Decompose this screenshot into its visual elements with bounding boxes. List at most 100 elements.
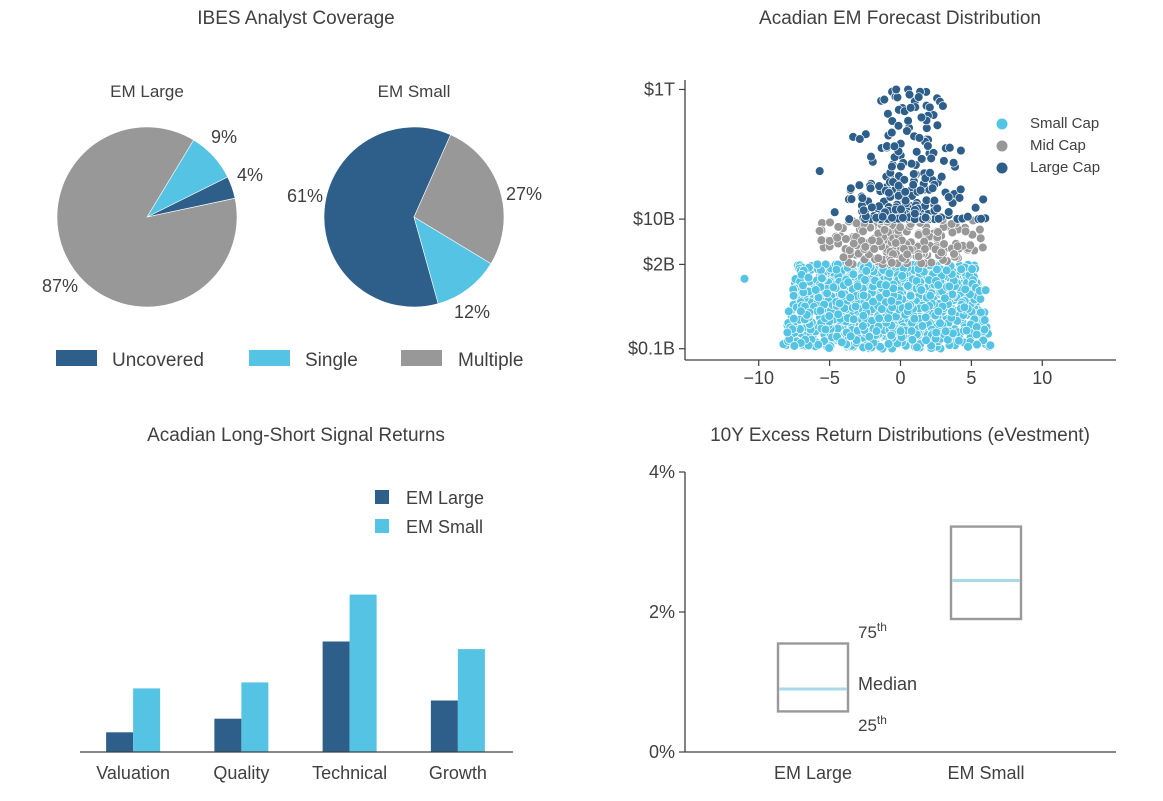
- scatter-y-tick-label: $1T: [644, 79, 675, 99]
- scatter-point-large-cap: [896, 161, 906, 172]
- scatter-point-small-cap: [810, 285, 821, 295]
- bar-em-small-technical: [349, 594, 377, 752]
- scatter-point-small-cap: [815, 305, 826, 316]
- pie-em-small: [323, 126, 505, 308]
- annotation-75th: 75th: [858, 620, 887, 642]
- scatter-point-large-cap: [955, 184, 966, 195]
- scatter-point-small-cap: [822, 288, 832, 299]
- scatter-y-tick-label: $2B: [643, 254, 675, 274]
- scatter-point-mid-cap: [920, 244, 930, 254]
- scatter-point-mid-cap: [960, 226, 971, 237]
- scatter-point-mid-cap: [851, 218, 862, 228]
- pie-label-em-small-uncovered: 61%: [287, 186, 323, 206]
- excess-title: 10Y Excess Return Distributions (eVestme…: [710, 425, 1090, 446]
- scatter-point-small-cap: [931, 327, 941, 338]
- scatter-point-mid-cap: [814, 226, 825, 236]
- legend-label-em-large: EM Large: [406, 488, 484, 508]
- legend-label-large-cap: Large Cap: [1030, 159, 1100, 176]
- pie-em-large-title: EM Large: [110, 82, 184, 101]
- scatter-point-small-cap: [852, 281, 863, 291]
- scatter-point-mid-cap: [825, 217, 835, 228]
- legend-swatch-uncovered: [56, 350, 97, 366]
- scatter-point-large-cap: [915, 185, 926, 196]
- scatter-point-small-cap: [817, 273, 827, 284]
- scatter-point-mid-cap: [952, 241, 963, 251]
- scatter-point-mid-cap: [936, 247, 947, 258]
- legend-label-uncovered: Uncovered: [112, 350, 204, 371]
- scatter-point-small-cap: [971, 329, 982, 340]
- scatter-point-small-cap: [933, 306, 944, 317]
- scatter-point-large-cap: [910, 208, 920, 219]
- scatter-point-large-cap: [889, 141, 900, 152]
- scatter-point-small-cap: [932, 264, 942, 275]
- scatter-point-large-cap: [943, 192, 954, 202]
- pie-label-em-large-uncovered: 4%: [237, 165, 263, 185]
- scatter-point-mid-cap: [965, 240, 976, 250]
- scatter-point-large-cap: [920, 212, 931, 223]
- scatter-point-mid-cap: [913, 251, 924, 262]
- scatter-x-tick-label: 10: [1032, 368, 1052, 388]
- scatter-point-large-cap: [932, 203, 942, 214]
- scatter-point-large-cap: [932, 120, 943, 131]
- legend-label-mid-cap: Mid Cap: [1030, 137, 1086, 154]
- scatter-x-tick-label: 0: [895, 368, 905, 388]
- scatter-point-large-cap: [963, 211, 973, 222]
- scatter-point-small-cap: [903, 281, 913, 291]
- scatter-point-large-cap: [874, 181, 884, 191]
- scatter-point-small-cap: [941, 265, 952, 276]
- legend-label-multiple: Multiple: [458, 350, 523, 371]
- scatter-y-tick-label: $10B: [633, 209, 675, 229]
- scatter-point-small-cap: [871, 326, 882, 336]
- scatter-point-small-cap: [858, 321, 868, 331]
- scatter-point-small-cap: [848, 269, 859, 280]
- scatter-point-small-cap: [940, 293, 950, 304]
- scatter-point-small-cap: [824, 311, 834, 321]
- scatter-point-small-cap: [967, 264, 977, 274]
- legend-label-em-small: EM Small: [406, 517, 483, 537]
- forecast-title: Acadian EM Forecast Distribution: [759, 8, 1041, 29]
- scatter-point-small-cap: [836, 289, 847, 300]
- pie-slice-em-small-uncovered: [323, 126, 452, 308]
- scatter-point-small-cap: [921, 335, 931, 345]
- scatter-point-large-cap: [884, 188, 894, 198]
- scatter-point-small-cap: [803, 272, 814, 283]
- box-x-label: EM Small: [947, 763, 1024, 783]
- bar-em-small-growth: [457, 649, 485, 752]
- scatter-point-large-cap: [939, 156, 949, 166]
- box-y-tick-label: 4%: [649, 462, 675, 482]
- signals-panel: Acadian Long-Short Signal Returns Valuat…: [80, 425, 513, 783]
- scatter-point-mid-cap: [895, 222, 905, 232]
- scatter-point-small-cap: [828, 282, 839, 292]
- scatter-point-small-cap: [845, 292, 855, 303]
- scatter-point-mid-cap: [833, 222, 844, 232]
- scatter-point-large-cap: [921, 195, 932, 206]
- scatter-point-large-cap: [911, 147, 922, 157]
- scatter-point-small-cap: [961, 325, 972, 336]
- scatter-point-large-cap: [887, 161, 897, 172]
- pie-slice-em-small-multiple: [413, 134, 505, 265]
- scatter-point-large-cap: [925, 168, 935, 178]
- scatter-point-small-cap: [834, 298, 845, 309]
- scatter-point-large-cap: [904, 89, 915, 100]
- scatter-point-large-cap: [948, 158, 959, 168]
- scatter-point-large-cap: [867, 202, 877, 213]
- scatter-point-small-cap: [883, 313, 893, 323]
- bar-x-label: Technical: [312, 763, 387, 783]
- scatter-point-mid-cap: [858, 226, 868, 237]
- boxes: [776, 525, 1023, 713]
- scatter-x-tick-label: 5: [966, 368, 976, 388]
- pie-label-em-large-single: 9%: [211, 127, 237, 147]
- scatter-point-small-cap: [845, 331, 856, 341]
- scatter-point-large-cap: [844, 214, 854, 224]
- scatter-point-small-cap: [820, 324, 831, 335]
- scatter-point-large-cap: [926, 153, 936, 164]
- scatter-point-large-cap: [900, 187, 910, 197]
- legend-swatch-multiple: [401, 350, 442, 366]
- scatter-point-mid-cap: [860, 242, 871, 252]
- scatter-x-ticks: −10 −5 0 5 10: [743, 360, 1052, 388]
- scatter-point-small-cap: [861, 266, 872, 276]
- scatter-point-large-cap: [954, 193, 965, 203]
- scatter-point-mid-cap: [921, 226, 931, 237]
- scatter-point-large-cap: [970, 202, 981, 213]
- scatter-y-ticks: $1T $10B $2B $0.1B: [628, 79, 685, 359]
